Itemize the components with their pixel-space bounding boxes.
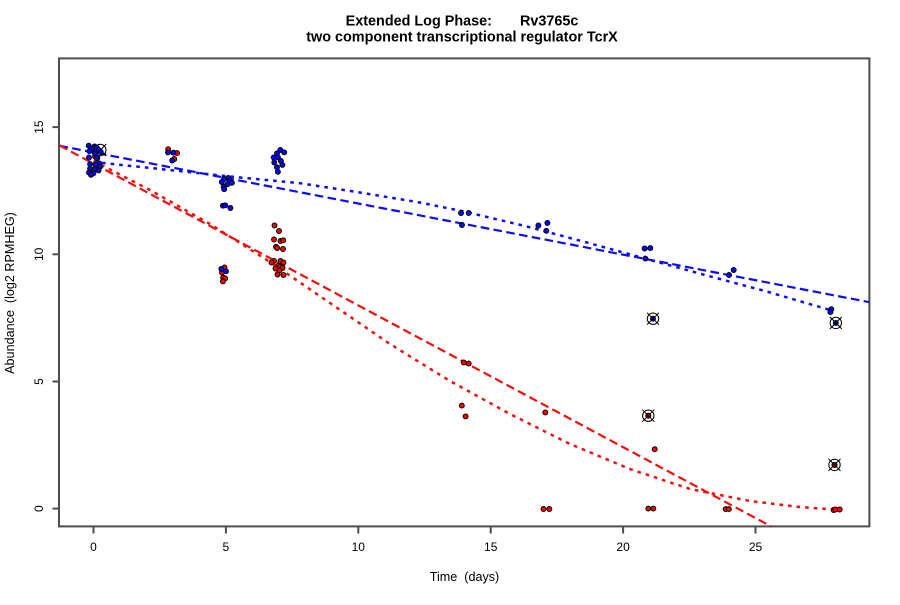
svg-text:Abundance (log2 RPMHEG): Abundance (log2 RPMHEG): [3, 212, 17, 374]
svg-text:15: 15: [32, 120, 46, 134]
svg-text:5: 5: [223, 540, 230, 554]
svg-text:two component transcriptional: two component transcriptional regulator …: [306, 29, 618, 45]
svg-text:0: 0: [32, 505, 46, 512]
svg-text:10: 10: [32, 247, 46, 261]
svg-text:Time (days): Time (days): [430, 570, 500, 584]
svg-text:0: 0: [90, 540, 97, 554]
svg-text:10: 10: [352, 540, 366, 554]
svg-text:15: 15: [484, 540, 498, 554]
svg-text:5: 5: [32, 378, 46, 385]
svg-text:25: 25: [749, 540, 763, 554]
svg-text:Extended Log Phase: Rv37: Extended Log Phase: Rv3765c: [346, 13, 579, 29]
svg-text:20: 20: [616, 540, 630, 554]
